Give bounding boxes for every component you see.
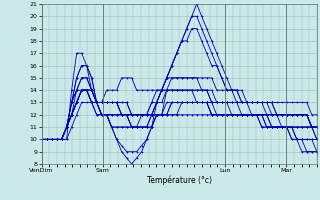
- X-axis label: Température (°c): Température (°c): [147, 176, 212, 185]
